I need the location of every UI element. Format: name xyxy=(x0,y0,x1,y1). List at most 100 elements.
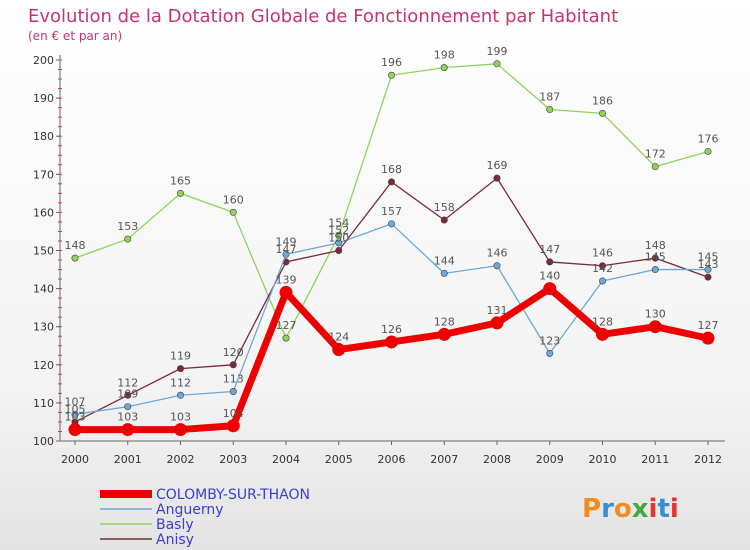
y-tick-label: 120 xyxy=(33,359,54,372)
data-label-anguerny: 149 xyxy=(276,235,297,248)
data-label-basly: 172 xyxy=(645,148,666,161)
data-point-colomby-sur-thaon xyxy=(648,320,662,334)
data-label-basly: 148 xyxy=(65,239,86,252)
data-point-anisy xyxy=(704,273,712,281)
series-lines-group xyxy=(68,60,715,437)
data-point-anguerny xyxy=(651,266,659,274)
data-label-colomby-sur-thaon: 103 xyxy=(117,411,138,424)
data-label-anguerny: 113 xyxy=(223,372,244,385)
data-point-anisy xyxy=(651,254,659,262)
logo-letter: r xyxy=(601,494,614,524)
data-label-colomby-sur-thaon: 126 xyxy=(381,323,402,336)
data-label-anguerny: 109 xyxy=(117,388,138,401)
data-point-basly xyxy=(124,235,132,243)
data-label-colomby-sur-thaon: 130 xyxy=(645,308,666,321)
data-label-anisy: 112 xyxy=(117,376,138,389)
data-point-basly xyxy=(546,106,554,114)
axes-group: 100 110 120 130 140 150 160 170 180 190 200 2000 200… xyxy=(33,54,725,466)
data-label-anisy: 158 xyxy=(434,201,455,214)
data-point-anguerny xyxy=(387,220,395,228)
data-label-basly: 199 xyxy=(487,45,508,58)
data-label-colomby-sur-thaon: 103 xyxy=(65,411,86,424)
data-label-anisy: 147 xyxy=(276,243,297,256)
data-point-anisy xyxy=(229,361,237,369)
data-label-anisy: 120 xyxy=(223,346,244,359)
data-point-basly xyxy=(704,147,712,155)
data-label-anguerny: 145 xyxy=(645,251,666,264)
data-label-anisy: 146 xyxy=(592,247,613,260)
series-line-basly xyxy=(74,63,709,339)
data-label-colomby-sur-thaon: 140 xyxy=(539,270,560,283)
data-label-anguerny: 157 xyxy=(381,205,402,218)
data-point-anguerny xyxy=(493,262,501,270)
data-label-anguerny: 123 xyxy=(539,334,560,347)
data-point-anisy xyxy=(124,391,132,399)
data-label-anisy: 147 xyxy=(539,243,560,256)
data-label-basly: 187 xyxy=(539,91,560,104)
data-label-anguerny: 107 xyxy=(65,395,86,408)
data-label-anguerny: 142 xyxy=(592,262,613,275)
x-tick-label: 2006 xyxy=(378,453,406,466)
data-point-anisy xyxy=(440,216,448,224)
data-point-colomby-sur-thaon xyxy=(701,331,715,345)
legend-label: Basly xyxy=(156,517,194,533)
data-label-basly: 127 xyxy=(276,319,297,332)
data-label-anguerny: 146 xyxy=(487,247,508,260)
y-tick-label: 150 xyxy=(33,245,54,258)
data-point-basly xyxy=(651,163,659,171)
data-point-anisy xyxy=(546,258,554,266)
data-label-anisy: 119 xyxy=(170,350,191,363)
logo-letter: i xyxy=(670,494,679,524)
logo-letter: x xyxy=(632,494,649,524)
data-label-anguerny: 145 xyxy=(698,251,719,264)
data-label-basly: 196 xyxy=(381,56,402,69)
data-point-colomby-sur-thaon xyxy=(174,423,187,437)
x-tick-label: 2009 xyxy=(536,453,564,466)
data-point-anguerny xyxy=(335,239,343,247)
x-tick-label: 2008 xyxy=(483,453,511,466)
data-label-colomby-sur-thaon: 128 xyxy=(434,315,455,328)
data-point-anguerny xyxy=(282,250,290,258)
x-tick-label: 2004 xyxy=(272,453,300,466)
data-point-colomby-sur-thaon xyxy=(68,423,82,437)
data-point-anguerny xyxy=(598,277,606,285)
data-point-anisy xyxy=(335,247,343,255)
data-point-basly xyxy=(335,231,343,239)
data-labels-group: 148 153 165 160 127 154 196 198 199 187 186 172 176 1… xyxy=(65,45,719,424)
data-point-basly xyxy=(71,254,79,262)
y-tick-label: 170 xyxy=(33,168,54,181)
data-point-colomby-sur-thaon xyxy=(490,316,504,330)
data-point-colomby-sur-thaon xyxy=(437,327,451,341)
x-tick-label: 2002 xyxy=(167,453,195,466)
logo-letter: P xyxy=(582,494,601,524)
y-tick-label: 130 xyxy=(33,321,54,334)
data-point-anguerny xyxy=(229,387,237,395)
proxiti-logo: Proxiti xyxy=(582,494,679,524)
logo-letter: t xyxy=(657,494,669,524)
data-label-anisy: 168 xyxy=(381,163,402,176)
data-label-anisy: 169 xyxy=(487,159,508,172)
data-label-colomby-sur-thaon: 124 xyxy=(328,331,349,344)
data-point-colomby-sur-thaon xyxy=(596,327,609,341)
x-tick-label: 2011 xyxy=(641,453,669,466)
x-tick-label: 2007 xyxy=(430,453,458,466)
data-label-colomby-sur-thaon: 131 xyxy=(487,304,508,317)
data-label-basly: 176 xyxy=(698,132,719,145)
data-point-basly xyxy=(387,71,395,79)
data-point-anguerny xyxy=(124,403,132,411)
y-tick-label: 200 xyxy=(33,54,54,67)
x-tick-label: 2003 xyxy=(219,453,247,466)
data-label-basly: 165 xyxy=(170,174,191,187)
legend-label: COLOMBY-SUR-THAON xyxy=(156,487,310,503)
legend-label: Anguerny xyxy=(156,502,224,518)
data-label-anisy: 150 xyxy=(328,232,349,245)
data-point-anisy xyxy=(177,365,185,373)
data-label-colomby-sur-thaon: 103 xyxy=(170,411,191,424)
legend-label: Anisy xyxy=(156,532,194,548)
data-point-anisy xyxy=(387,178,395,186)
y-tick-label: 190 xyxy=(33,92,54,105)
data-label-basly: 153 xyxy=(117,220,138,233)
data-label-basly: 198 xyxy=(434,49,455,62)
data-label-basly: 186 xyxy=(592,94,613,107)
x-tick-label: 2000 xyxy=(61,453,89,466)
